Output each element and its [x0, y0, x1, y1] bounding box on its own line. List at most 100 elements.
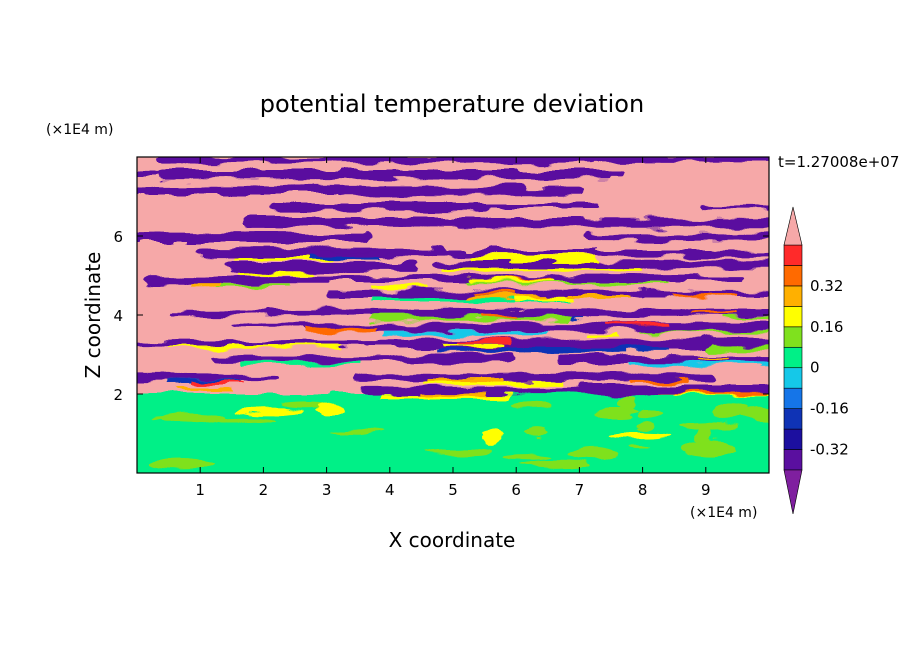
band-fringe: [379, 394, 511, 399]
band-warm: [188, 283, 221, 287]
x-tick-label: 9: [701, 481, 711, 499]
colorbar-box: [783, 265, 803, 287]
band-positive-blob: [695, 427, 713, 443]
band-low: [393, 250, 717, 257]
band-low: [360, 387, 687, 395]
band-fringe: [722, 316, 769, 319]
band-low: [213, 355, 515, 362]
band-low: [677, 218, 769, 227]
band-warm: [630, 379, 690, 383]
y-axis-label: Z coordinate: [81, 252, 105, 379]
colorbar-tick-label: 0: [810, 359, 820, 377]
x-tick-label: 7: [575, 481, 585, 499]
band-positive-blob: [211, 418, 276, 425]
band-fringe: [465, 281, 671, 284]
band-low: [137, 185, 529, 195]
band-positive-blob: [681, 420, 738, 431]
band-positive-blob: [639, 407, 663, 420]
band-fringe: [855, 257, 904, 260]
colorbar-box: [783, 306, 803, 328]
colorbar-tick-label: 0.16: [810, 318, 843, 336]
band-positive-blob: [681, 439, 736, 457]
band-positive-blob: [234, 408, 305, 416]
band-low: [233, 322, 408, 328]
y-axis-ticks: 2 4 6: [113, 228, 769, 404]
band-fringe: [307, 327, 377, 332]
band-low: [170, 311, 671, 317]
y-unit-label: (×1E4 m): [46, 122, 113, 138]
colorbar-tick-label: -0.32: [810, 441, 849, 459]
y-tick-label: 6: [113, 228, 123, 246]
band-warm: [586, 333, 618, 337]
band-low: [231, 276, 743, 282]
x-axis-label: X coordinate: [389, 528, 516, 552]
band-low: [137, 236, 271, 241]
band-positive-blob: [630, 442, 651, 448]
colorbar-box: [783, 367, 803, 389]
band-positive-blob: [568, 446, 618, 460]
band-warm: [700, 357, 727, 361]
colorbar-tick-label: 0.32: [810, 277, 843, 295]
band-low: [352, 373, 716, 381]
colorbar-box: [783, 244, 803, 266]
x-tick-label: 5: [448, 481, 458, 499]
band-low: [137, 373, 280, 380]
band-low: [461, 170, 626, 177]
colorbar: 0.32 0.16 0 -0.16 -0.32: [783, 206, 849, 515]
band-fringe: [442, 268, 643, 272]
x-unit-label: (×1E4 m): [690, 505, 757, 521]
band-positive-blob: [315, 401, 348, 418]
band-fringe: [639, 330, 769, 333]
band-positive-blob: [607, 432, 667, 439]
band-fringe: [216, 284, 292, 288]
band-warm: [606, 323, 672, 327]
band-warm: [482, 315, 519, 319]
band-warm: [191, 381, 246, 385]
contour-bands: [137, 157, 904, 473]
band-fringe: [369, 316, 570, 321]
colorbar-box: [783, 346, 803, 369]
x-tick-label: 8: [638, 481, 648, 499]
band-fringe: [417, 297, 514, 303]
band-fringe: [760, 362, 769, 368]
colorbar-max-arrow: [783, 206, 803, 246]
time-label: t=1.27008e+07: [778, 153, 899, 171]
x-axis-ticks: 1 2 3 4 5 6 7 8 9: [195, 157, 711, 499]
band-positive-blob: [739, 407, 769, 422]
band-low: [137, 172, 248, 177]
band-positive-blob: [512, 402, 550, 410]
band-fringe: [384, 331, 547, 336]
band-positive-blob: [424, 448, 492, 456]
band-positive-blob: [279, 401, 330, 408]
band-positive-blob: [617, 394, 636, 412]
chart-title: potential temperature deviation: [260, 90, 644, 118]
band-positive-blob: [149, 458, 215, 469]
band-fringe: [709, 346, 769, 351]
x-tick-label: 2: [259, 481, 269, 499]
band-positive-blob: [595, 408, 640, 418]
band-warm: [440, 343, 506, 347]
y-tick-label: 2: [113, 386, 123, 404]
band-positive-blob: [524, 426, 548, 439]
band-low: [700, 337, 769, 347]
band-positive-blob: [519, 460, 590, 469]
band-positive-blob: [161, 411, 223, 426]
colorbar-min-arrow: [783, 469, 803, 515]
colorbar-box: [783, 408, 803, 430]
colorbar-tick-label: -0.16: [810, 400, 849, 418]
band-fringe: [467, 256, 597, 261]
band-low: [269, 203, 493, 211]
band-fringe: [419, 380, 566, 386]
band-warm: [473, 292, 515, 296]
band-warm: [469, 279, 553, 283]
band-warm: [672, 294, 738, 298]
band-fringe: [169, 346, 342, 349]
band-fringe: [438, 348, 629, 354]
colorbar-box: [783, 428, 803, 450]
band-positive-blob: [712, 402, 747, 420]
band-positive-blob: [327, 429, 384, 435]
band-fringe: [630, 362, 769, 366]
band-fringe: [306, 255, 381, 260]
band-warm: [692, 311, 738, 315]
